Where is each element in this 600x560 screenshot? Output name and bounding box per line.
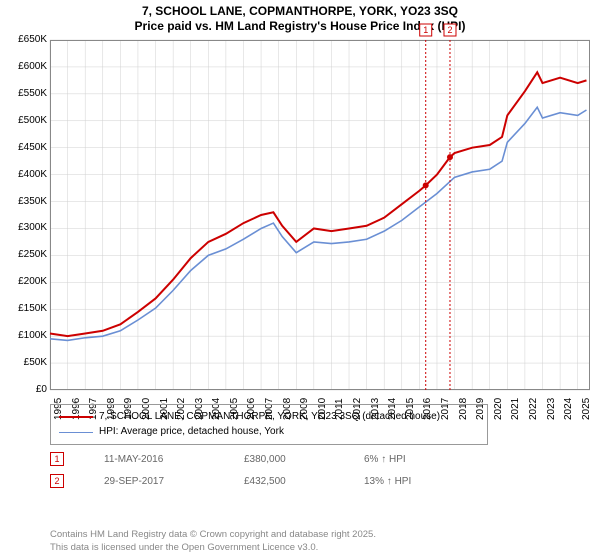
legend-label: HPI: Average price, detached house, York <box>99 425 284 439</box>
chart-title: 7, SCHOOL LANE, COPMANTHORPE, YORK, YO23… <box>0 4 600 34</box>
x-tick-label: 2022 <box>528 398 539 420</box>
footer-line1: Contains HM Land Registry data © Crown c… <box>50 529 376 541</box>
y-tick-label: £50K <box>2 357 47 368</box>
y-tick-label: £200K <box>2 276 47 287</box>
legend-row: 7, SCHOOL LANE, COPMANTHORPE, YORK, YO23… <box>59 410 479 424</box>
x-tick-label: 2025 <box>581 398 592 420</box>
x-tick-label: 2020 <box>493 398 504 420</box>
y-tick-label: £650K <box>2 34 47 45</box>
x-tick-label: 2023 <box>546 398 557 420</box>
legend-label: 7, SCHOOL LANE, COPMANTHORPE, YORK, YO23… <box>99 410 440 424</box>
legend-row: HPI: Average price, detached house, York <box>59 425 479 439</box>
footer-line2: This data is licensed under the Open Gov… <box>50 542 376 554</box>
legend: 7, SCHOOL LANE, COPMANTHORPE, YORK, YO23… <box>50 404 488 445</box>
sale-date: 29-SEP-2017 <box>104 476 204 487</box>
y-tick-label: £450K <box>2 142 47 153</box>
price-chart: 12 <box>50 40 590 390</box>
x-tick-label: 2021 <box>510 398 521 420</box>
y-tick-label: £150K <box>2 303 47 314</box>
footer: Contains HM Land Registry data © Crown c… <box>50 529 376 554</box>
title-line2: Price paid vs. HM Land Registry's House … <box>0 19 600 34</box>
sale-pct: 6% ↑ HPI <box>364 454 406 465</box>
legend-swatch <box>59 432 93 433</box>
y-tick-label: £350K <box>2 196 47 207</box>
series-price_paid <box>50 72 586 336</box>
sale-date: 11-MAY-2016 <box>104 454 204 465</box>
sale-marker-icon: 1 <box>50 452 64 466</box>
sale-row: 2 29-SEP-2017 £432,500 13% ↑ HPI <box>50 474 411 488</box>
y-tick-label: £400K <box>2 169 47 180</box>
y-tick-label: £550K <box>2 88 47 99</box>
y-tick-label: £500K <box>2 115 47 126</box>
sale-marker-icon: 2 <box>50 474 64 488</box>
y-tick-label: £300K <box>2 222 47 233</box>
sale-pct: 13% ↑ HPI <box>364 476 411 487</box>
svg-text:1: 1 <box>423 25 428 35</box>
y-tick-label: £250K <box>2 249 47 260</box>
series-hpi <box>50 107 586 340</box>
sale-price: £380,000 <box>244 454 324 465</box>
sale-price: £432,500 <box>244 476 324 487</box>
y-tick-label: £0 <box>2 384 47 395</box>
legend-swatch <box>59 416 93 418</box>
y-tick-label: £600K <box>2 61 47 72</box>
x-tick-label: 2024 <box>563 398 574 420</box>
y-tick-label: £100K <box>2 330 47 341</box>
svg-text:2: 2 <box>447 25 452 35</box>
sale-row: 1 11-MAY-2016 £380,000 6% ↑ HPI <box>50 452 406 466</box>
title-line1: 7, SCHOOL LANE, COPMANTHORPE, YORK, YO23… <box>0 4 600 19</box>
